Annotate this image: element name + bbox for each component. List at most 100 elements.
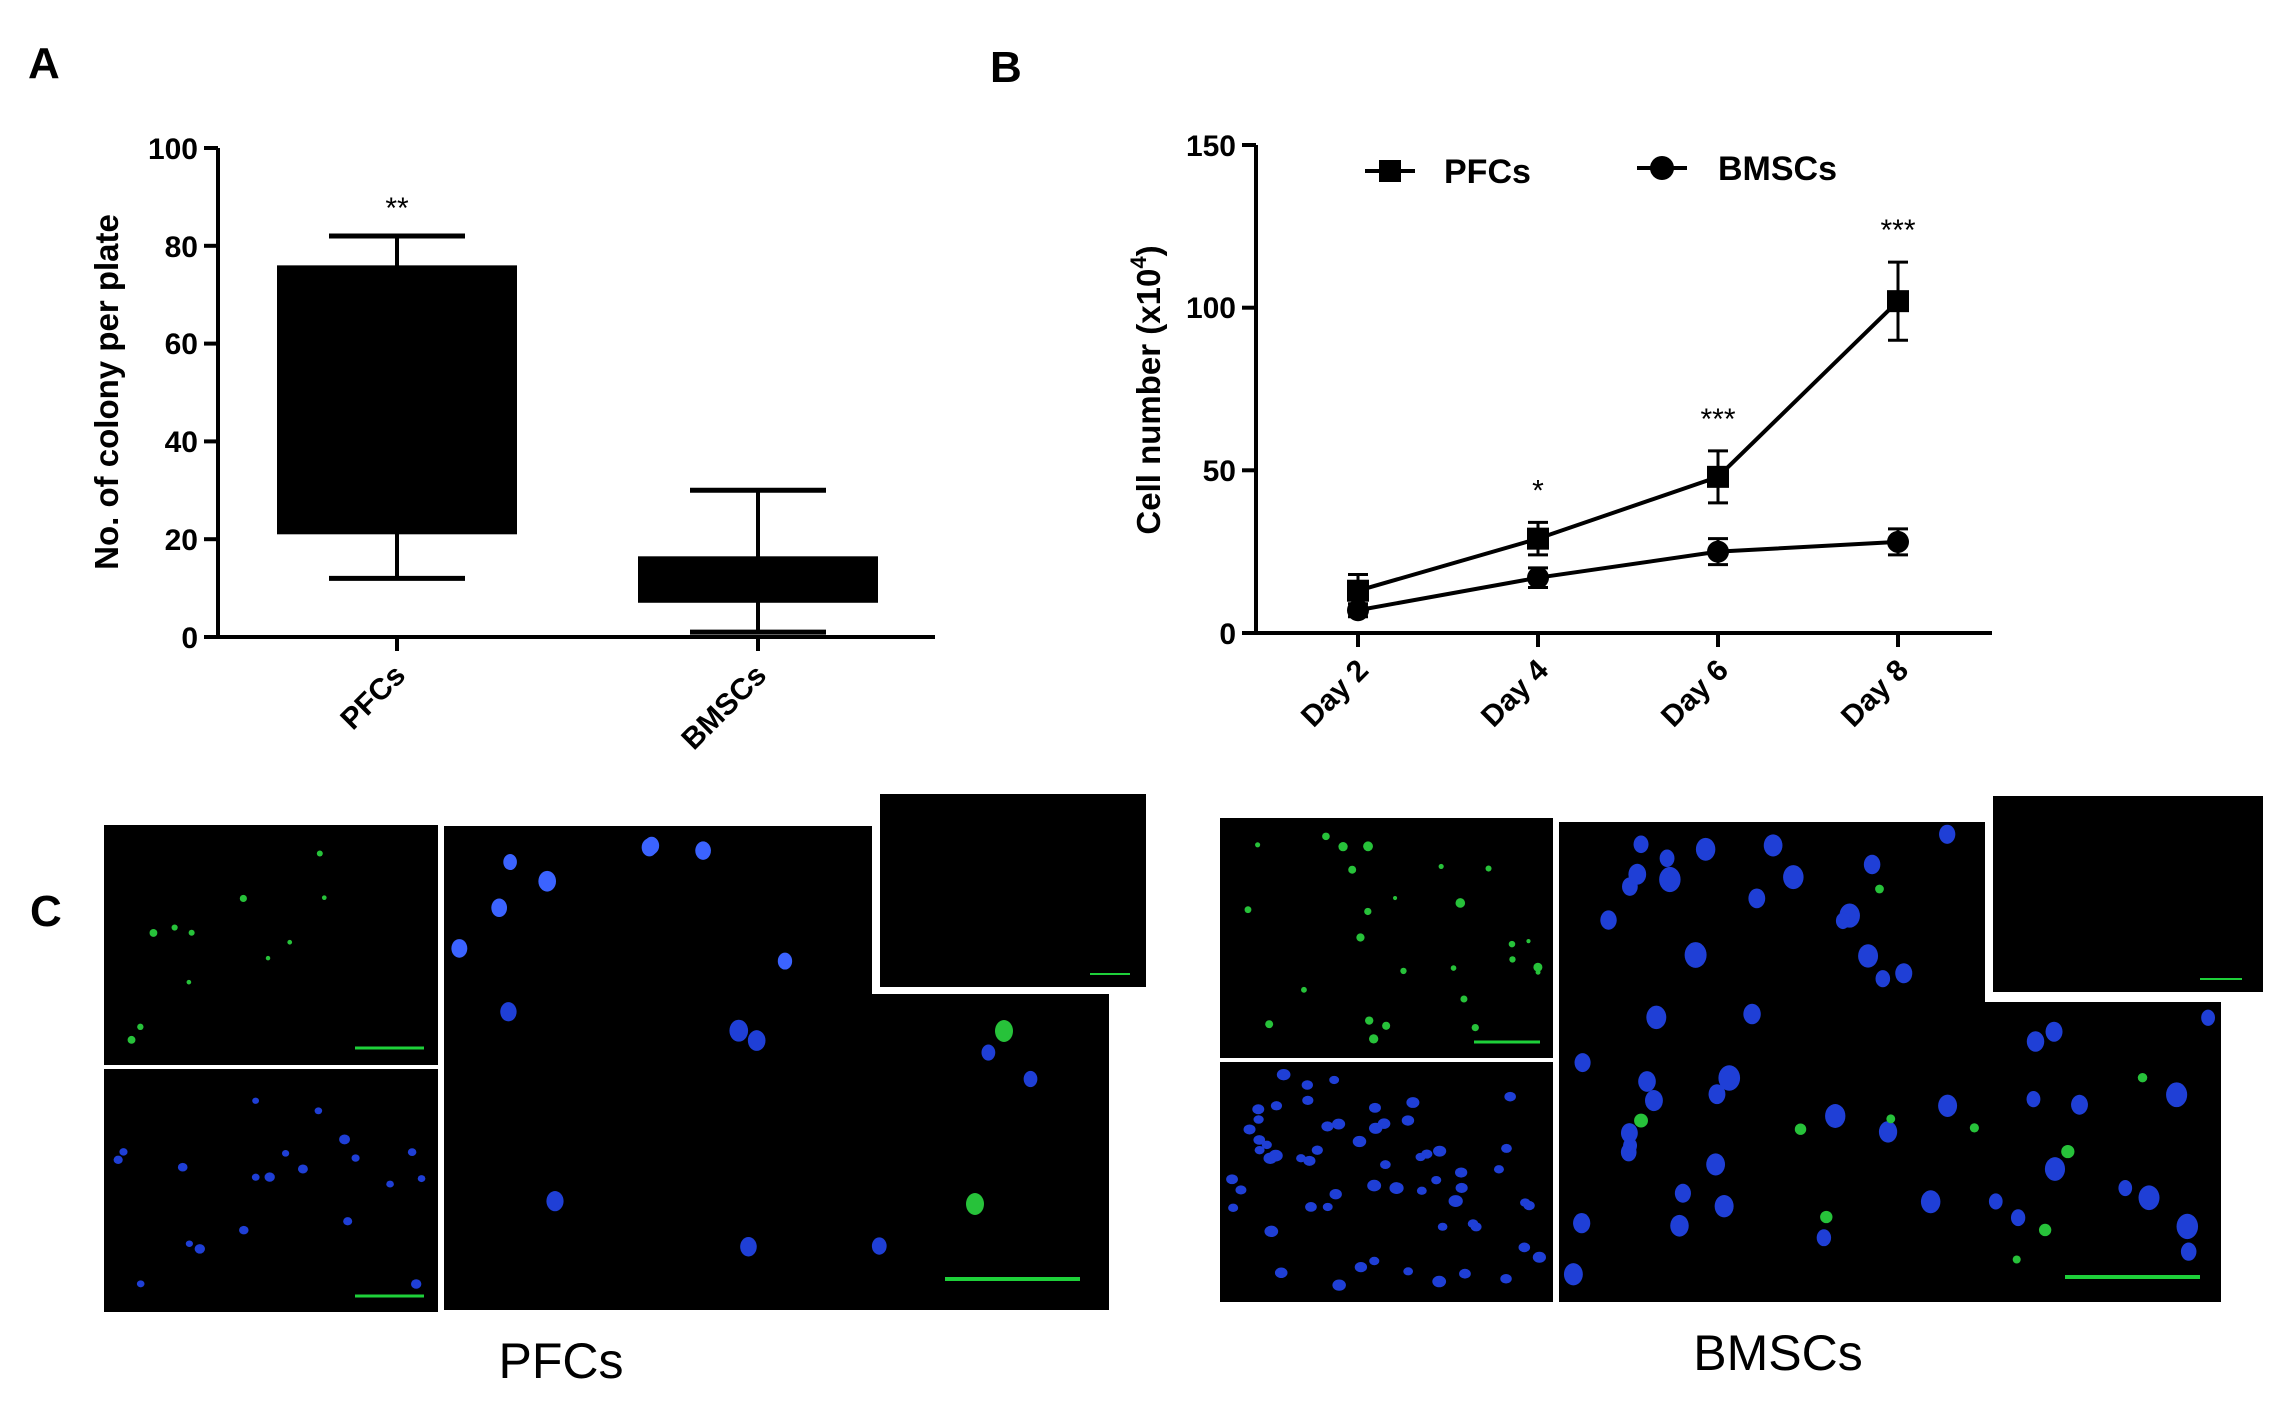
cell-nucleus [1389,1182,1404,1194]
panel-b-y-axis-title: Cell number (x104) [1126,245,1167,534]
panel-a-y-ticks: 0 20 40 60 80 100 [148,133,218,655]
bmscs-cells [1226,824,2215,1291]
cell-nucleus [1244,906,1252,914]
cell-nucleus [1432,1275,1447,1288]
box-body [638,556,878,603]
x-tick-label-day6: Day 6 [1655,654,1735,734]
significance-label: ** [385,192,409,225]
y-tick: 60 [165,328,218,361]
panel-b-legend: PFCs BMSCs [1365,150,1837,191]
cell-nucleus [1226,1174,1238,1185]
y-axis-title-main: Cell number (x10 [1130,269,1167,535]
cell-nucleus [1816,1229,1832,1247]
x-tick-label-day8: Day 8 [1835,654,1915,734]
cell-nucleus [1708,1084,1726,1105]
cell-nucleus [546,1191,564,1212]
cell-nucleus [1023,1070,1038,1088]
y-tick-label: 40 [165,426,198,459]
cell-nucleus [119,1148,128,1156]
cell-nucleus [1301,1080,1313,1090]
cell-nucleus [113,1155,123,1164]
cell-nucleus [1296,1154,1306,1163]
cell-nucleus [239,894,247,903]
cell-nucleus [251,1173,260,1181]
cell-nucleus [1365,1016,1374,1025]
cell-nucleus [1670,1214,1689,1237]
cell-nucleus [871,1237,887,1255]
panel-b: B 0 50 100 150 Cell number (x104) Day 2 … [990,43,1992,734]
cell-nucleus [1268,1149,1283,1162]
y-tick-label: 100 [1186,292,1236,325]
cell-nucleus [1794,1123,1807,1135]
cell-nucleus [149,929,158,937]
box-bmscs [638,487,878,635]
panel-b-axes [1254,145,1992,635]
cell-nucleus [1228,1203,1239,1213]
cell-nucleus [2044,1157,2066,1181]
cell-nucleus [1369,1256,1380,1266]
cell-nucleus [1858,944,1879,968]
cell-nucleus [1875,970,1891,988]
cell-nucleus [1743,1003,1761,1025]
x-tick-label-day2: Day 2 [1295,654,1375,734]
legend-label-bmscs: BMSCs [1718,150,1837,188]
cell-nucleus [1368,1034,1379,1044]
y-tick-label: 150 [1186,130,1236,163]
cell-nucleus [1633,835,1649,854]
cell-nucleus [1526,939,1531,944]
panel-a-boxes: ** [277,192,878,635]
y-tick-label: 80 [165,231,198,264]
y-tick: 50 [1203,455,1256,488]
series-line [1357,299,1900,593]
cell-nucleus [1322,832,1330,841]
cell-nucleus [417,1175,426,1183]
cell-nucleus [171,924,178,931]
cell-nucleus [2071,1094,2088,1115]
cell-nucleus [1623,1137,1638,1154]
cell-nucleus [740,1236,757,1257]
data-point [1527,527,1549,550]
cell-nucleus [1500,1273,1512,1284]
cell-nucleus [1518,1242,1531,1253]
cell-nucleus [2012,1255,2021,1264]
cell-nucleus [1455,1182,1468,1193]
y-tick-label: 60 [165,328,198,361]
legend-label-pfcs: PFCs [1444,153,1531,191]
y-axis-title-end: ) [1130,245,1167,256]
cell-nucleus [1401,1115,1415,1126]
y-tick-label: 100 [148,133,198,166]
cell-nucleus [777,952,793,970]
cell-nucleus [1646,1005,1667,1030]
panel-a-axes [216,148,935,639]
cell-nucleus [995,1020,1013,1042]
cell-nucleus [1382,1021,1391,1030]
y-tick: 100 [148,133,218,166]
cell-nucleus [351,1154,360,1162]
cell-nucleus [1886,1114,1896,1124]
cell-nucleus [1718,1065,1741,1091]
cell-nucleus [1311,1145,1323,1155]
cell-nucleus [1421,1149,1433,1159]
cell-nucleus [491,898,508,918]
cell-nucleus [1939,824,1956,844]
cell-nucleus [641,838,658,857]
data-point [1707,465,1729,488]
cell-nucleus [981,1044,996,1061]
cell-nucleus [1400,967,1407,975]
cell-nucleus [1501,1143,1512,1153]
cell-nucleus [339,1134,350,1145]
cell-nucleus [1305,1202,1317,1212]
cell-nucleus [1364,907,1372,916]
cell-nucleus [451,939,468,958]
cell-nucleus [1535,969,1541,975]
pfcs-green-channel-image [104,825,438,1065]
cell-nucleus [1638,1071,1656,1092]
cell-nucleus [1509,956,1516,963]
cell-nucleus [1321,1121,1334,1132]
cell-nucleus [1878,1121,1898,1143]
series-line [1357,539,1899,613]
x-tick-label-bmscs: BMSCs [675,659,773,757]
cell-nucleus [1276,1068,1291,1081]
cell-nucleus [500,1002,517,1022]
